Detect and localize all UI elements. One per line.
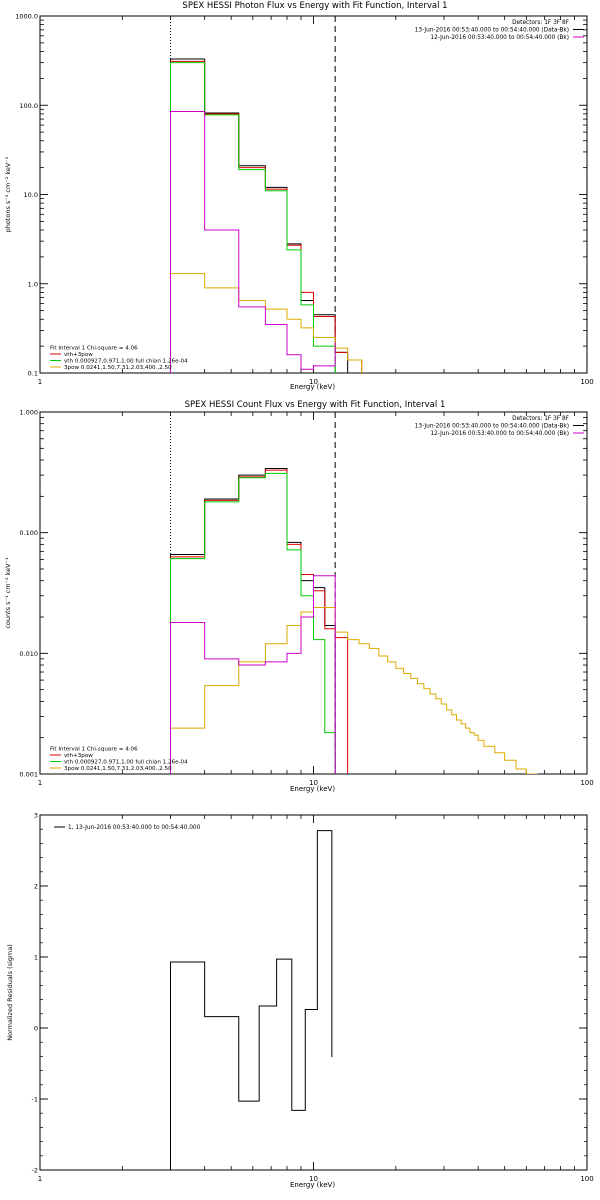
y-tick-label: 0.1 <box>28 370 38 378</box>
y-tick-label: -2 <box>32 1167 38 1175</box>
legend-entry-text: 3pow 0.0241,1.50,7.31,2.03,400.,2.50 <box>64 365 172 371</box>
x-tick-label: 100 <box>580 1175 593 1183</box>
series-vth <box>169 472 336 774</box>
y-axis-label: photons s⁻¹ cm⁻² keV⁻¹ <box>4 156 12 232</box>
legend-entry-text: 12-Jun-2016 00:53:40.000 to 00:54:40.000… <box>430 35 569 41</box>
legend-entry-text: 12-Jun-2016 00:53:40.000 to 00:54:40.000… <box>430 431 569 437</box>
x-tick-label: 10 <box>309 378 318 386</box>
series-bk <box>169 575 336 774</box>
x-tick-label: 100 <box>580 779 593 787</box>
legend-entry-text: vth 0.000927,0.971,1.00 full chian 1.26e… <box>64 760 188 766</box>
legend-entry-text: vth 0.000927,0.971,1.00 full chian 1.26e… <box>64 359 188 365</box>
count-flux-chart: SPEX HESSI Count Flux vs Energy with Fit… <box>4 400 594 793</box>
legend-header-text: Fit Interval 1 Chi-square = 4.06 <box>50 747 138 753</box>
series-3pow <box>169 606 538 774</box>
y-tick-label: 1 <box>34 954 38 962</box>
series-bk <box>169 111 336 373</box>
x-tick-label: 100 <box>580 378 593 386</box>
y-tick-label: 2 <box>34 883 38 891</box>
series-vth <box>169 62 336 373</box>
chart-title: SPEX HESSI Photon Flux vs Energy with Fi… <box>182 1 447 11</box>
y-tick-label: 0.010 <box>19 650 38 658</box>
legend-entry-text: 13-Jun-2016 00:53:40.000 to 00:54:40.000… <box>415 424 569 430</box>
x-tick-label: 10 <box>309 779 318 787</box>
series-vth-3pow <box>169 60 363 373</box>
x-axis-label: Energy (keV) <box>290 1181 335 1189</box>
x-tick-label: 1 <box>38 779 42 787</box>
y-axis-label: counts s⁻¹ cm⁻² keV⁻¹ <box>4 557 12 629</box>
legend-entry-text: vth+3pow <box>64 753 93 759</box>
y-axis-label: Normalized Residuals (sigma) <box>6 944 14 1041</box>
y-tick-label: 1.0 <box>28 280 38 288</box>
y-tick-label: 0.001 <box>19 771 38 779</box>
x-axis-label: Energy (keV) <box>290 383 335 391</box>
legend-entry-text: vth+3pow <box>64 352 93 358</box>
legend-entry-text: 3pow 0.0241,1.50,7.31,2.03,400.,2.50 <box>64 766 172 772</box>
legend-header-text: Fit Interval 1 Chi-square = 4.06 <box>50 346 138 352</box>
legend-entry-text: 13-Jun-2016 00:53:40.000 to 00:54:40.000… <box>415 28 569 34</box>
series-vth-3pow <box>169 469 349 774</box>
y-tick-label: 10.0 <box>24 191 38 199</box>
y-tick-label: -1 <box>32 1096 38 1104</box>
legend-entry-text: Detectors: 1F 3F 8F <box>512 416 569 422</box>
photon-flux-chart: SPEX HESSI Photon Flux vs Energy with Fi… <box>4 1 594 391</box>
plot-area <box>169 412 538 774</box>
plot-area <box>169 16 363 373</box>
y-tick-label: 0.100 <box>19 529 38 537</box>
x-axis-label: Energy (keV) <box>290 785 335 793</box>
y-tick-label: 3 <box>34 812 38 820</box>
x-tick-label: 1 <box>38 1175 42 1183</box>
y-tick-label: 1.000 <box>19 409 38 417</box>
y-tick-label: 100.0 <box>19 102 38 110</box>
y-tick-label: 0 <box>34 1025 38 1033</box>
legend-entry-text: 1, 13-Jun-2016 00:53:40.000 to 00:54:40.… <box>68 825 201 831</box>
plot-area <box>169 830 333 1170</box>
plot-frame <box>39 814 588 1171</box>
y-tick-label: 1000.0 <box>15 13 38 21</box>
x-tick-label: 10 <box>309 1175 318 1183</box>
x-tick-label: 1 <box>38 378 42 386</box>
legend-entry-text: Detectors: 1F 3F 8F <box>512 20 569 26</box>
residuals-chart: 1 10 100 -2 -1 0 1 2 3 Energy (keV) Normalized Res… <box>6 812 594 1190</box>
series-residuals <box>169 830 333 1170</box>
chart-title: SPEX HESSI Count Flux vs Energy with Fit… <box>185 400 446 410</box>
series-3pow <box>169 273 363 373</box>
series-data-bk <box>169 58 349 373</box>
